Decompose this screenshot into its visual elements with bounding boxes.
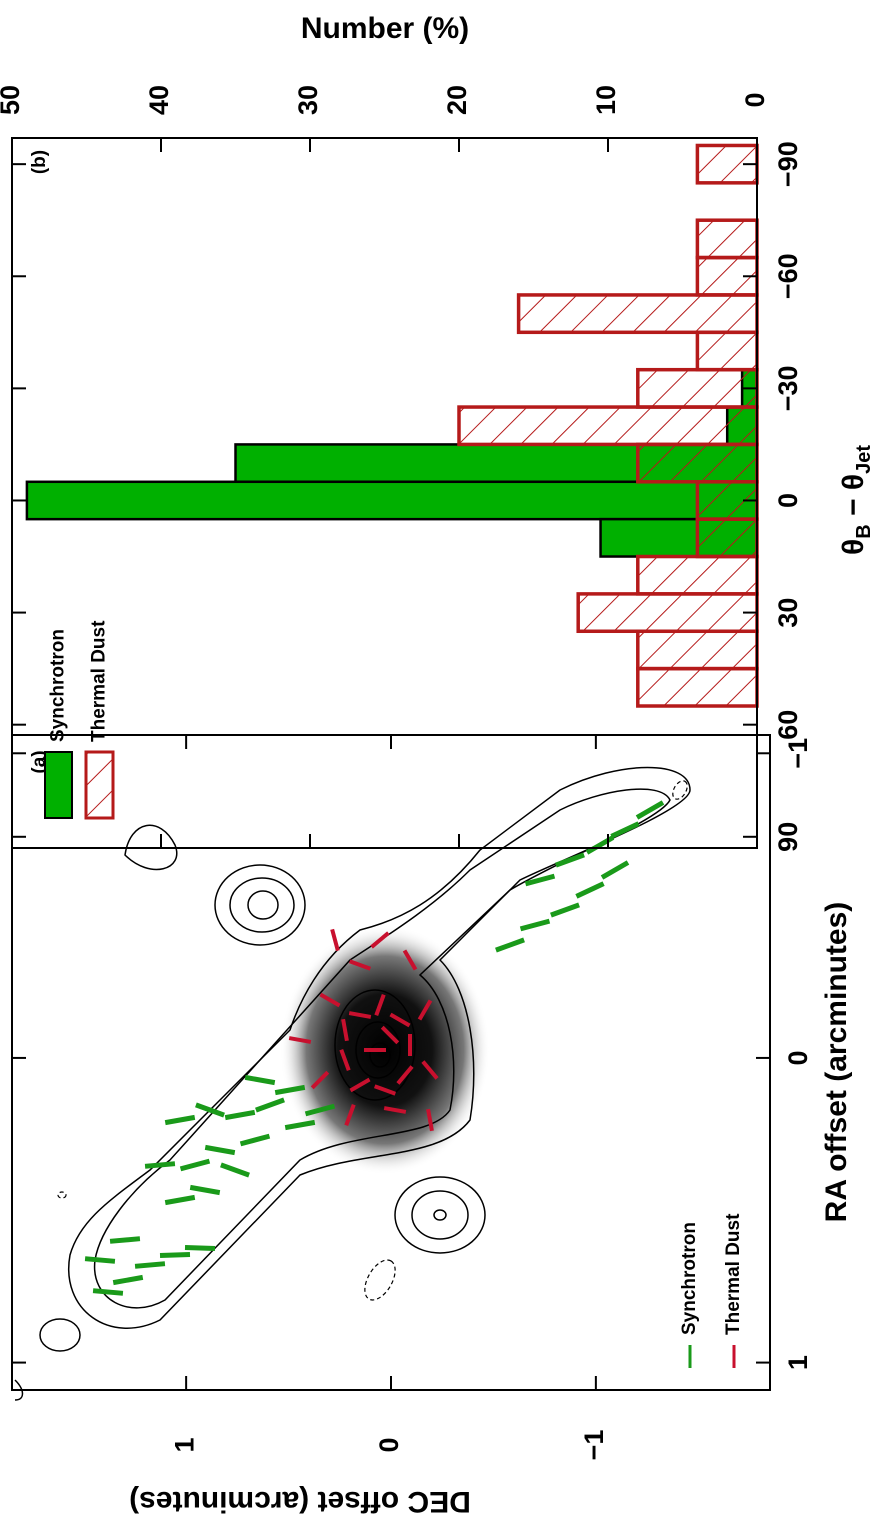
- vector: [587, 838, 613, 853]
- x-axis-title-part: θ: [837, 539, 870, 555]
- vector: [241, 1136, 270, 1144]
- x-axis-title: θB − θJet: [837, 445, 875, 555]
- y-axis-title: DEC offset (arcminutes): [129, 1485, 471, 1518]
- x-tick-label: −60: [773, 253, 803, 299]
- x-axis-title-part: Jet: [853, 445, 875, 474]
- vector: [576, 884, 603, 897]
- vector: [602, 863, 628, 878]
- vector: [521, 921, 550, 929]
- vector: [165, 1197, 195, 1202]
- histogram-bar: [638, 370, 757, 407]
- histogram-bar: [638, 557, 757, 594]
- panel-b: 0 10 20 30 40 50 −90 −60 −30 0 30 60 90 (b) Number (%)…: [0, 12, 875, 852]
- x-axis-title-part: − θ: [837, 474, 870, 524]
- legend-swatch: [45, 752, 72, 818]
- y-tick-label: 10: [591, 85, 621, 115]
- figure: −10110−1(a)RA offset (arcminutes)DEC off…: [0, 0, 881, 1528]
- histogram-bar: [638, 444, 757, 481]
- page: {"chart_data": [ {"type": "image", "titl…: [0, 0, 881, 1528]
- vector: [556, 855, 584, 865]
- vector: [225, 1112, 255, 1117]
- vector: [190, 1187, 220, 1192]
- vector: [160, 1254, 190, 1255]
- x-axis-title-part: B: [853, 524, 875, 538]
- legend-label: Synchrotron: [679, 1222, 700, 1335]
- histogram-bar: [638, 669, 757, 706]
- panel-label: (b): [29, 150, 50, 174]
- x-tick-label: 90: [773, 822, 803, 852]
- vector: [196, 1105, 224, 1115]
- vector: [551, 905, 579, 915]
- vector: [245, 1077, 275, 1082]
- histogram-bar: [578, 594, 757, 631]
- y-tick-label: 0: [740, 92, 770, 107]
- x-axis-title: RA offset (arcminutes): [820, 902, 853, 1223]
- y-tick-label: 30: [293, 85, 323, 115]
- x-tick-label: −90: [773, 141, 803, 187]
- y-tick-label: 1: [169, 1437, 199, 1452]
- y-axis-title: Number (%): [301, 12, 469, 45]
- x-tick-label: 1: [783, 1355, 813, 1370]
- histogram-bar: [697, 519, 757, 556]
- x-tick-label: 0: [773, 493, 803, 508]
- x-tick-label: −1: [783, 738, 813, 769]
- legend-label: Thermal Dust: [723, 1213, 744, 1335]
- legend-label: Thermal Dust: [89, 620, 110, 742]
- legend-label: Synchrotron: [48, 629, 69, 742]
- histogram-bar: [697, 220, 757, 257]
- vector: [85, 1259, 115, 1262]
- vector: [185, 1247, 215, 1248]
- vector: [221, 1165, 249, 1175]
- histogram-bar: [27, 482, 757, 519]
- y-tick-label: −1: [579, 1430, 609, 1461]
- vector: [135, 1264, 165, 1267]
- y-tick-label: 40: [144, 85, 174, 115]
- vector: [526, 876, 555, 884]
- histogram-bar: [459, 407, 757, 444]
- vector: [145, 1164, 175, 1167]
- vector: [165, 1117, 195, 1122]
- vector: [93, 1291, 123, 1294]
- vector: [611, 824, 638, 837]
- vector: [205, 1147, 235, 1152]
- y-tick-label: 0: [374, 1437, 404, 1452]
- vector: [110, 1239, 140, 1242]
- vector: [181, 1161, 210, 1169]
- vector: [496, 940, 524, 950]
- y-tick-label: 20: [442, 85, 472, 115]
- histogram-bar: [697, 332, 757, 369]
- vector: [113, 1277, 143, 1282]
- y-tick-label: 50: [0, 85, 25, 115]
- x-tick-label: 60: [773, 710, 803, 740]
- legend-swatch: [86, 752, 113, 818]
- vector: [256, 1100, 284, 1110]
- x-tick-label: 30: [773, 598, 803, 628]
- x-tick-label: 0: [783, 1050, 813, 1065]
- x-tick-label: −30: [773, 365, 803, 411]
- histogram-bar: [638, 631, 757, 668]
- histogram-bar: [519, 295, 757, 332]
